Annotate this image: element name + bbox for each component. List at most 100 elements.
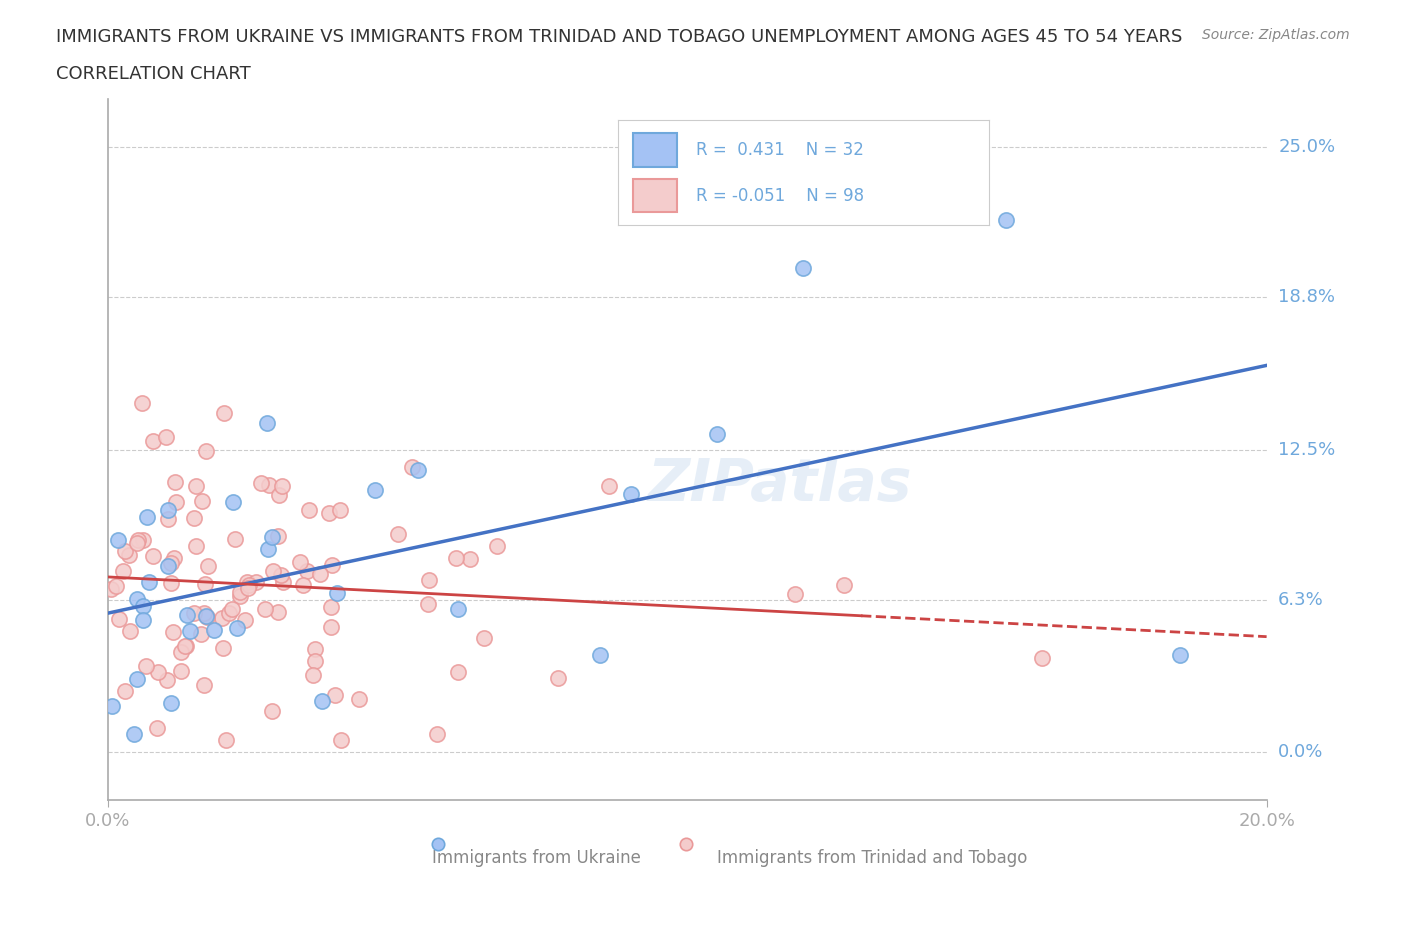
Point — [256, 541, 278, 556]
Point — [321, 599, 343, 614]
Point — [186, 538, 208, 553]
Point — [364, 483, 387, 498]
Point — [127, 533, 149, 548]
Point — [323, 687, 346, 702]
Point — [267, 528, 290, 543]
Point — [193, 678, 215, 693]
Point — [142, 433, 165, 448]
Point — [176, 607, 198, 622]
Point — [321, 558, 343, 573]
Point — [160, 696, 183, 711]
Point — [474, 631, 496, 645]
Point — [267, 604, 290, 619]
Point — [162, 625, 184, 640]
Point — [1031, 650, 1053, 665]
Point — [118, 548, 141, 563]
Point — [446, 602, 468, 617]
Point — [211, 641, 233, 656]
Point — [160, 576, 183, 591]
Point — [994, 212, 1017, 227]
Point — [186, 479, 208, 494]
Point — [311, 693, 333, 708]
Point — [256, 416, 278, 431]
Point — [1168, 648, 1191, 663]
Point — [250, 475, 273, 490]
Point — [706, 427, 728, 442]
Point — [107, 533, 129, 548]
Point — [212, 405, 235, 420]
Point — [301, 668, 323, 683]
Point — [226, 620, 249, 635]
Point — [458, 551, 481, 566]
Point — [229, 584, 252, 599]
Point — [236, 575, 259, 590]
Text: Source: ZipAtlas.com: Source: ZipAtlas.com — [1202, 28, 1350, 42]
Point — [194, 444, 217, 458]
Point — [100, 582, 122, 597]
Point — [270, 478, 292, 493]
Point — [100, 699, 122, 714]
Point — [114, 684, 136, 698]
Point — [309, 566, 332, 581]
Point — [132, 533, 155, 548]
Point — [292, 578, 315, 592]
Text: Immigrants from Ukraine: Immigrants from Ukraine — [432, 849, 641, 868]
Point — [112, 564, 135, 578]
Point — [792, 260, 814, 275]
Point — [138, 575, 160, 590]
Point — [157, 512, 180, 526]
Point — [271, 575, 294, 590]
Point — [183, 605, 205, 620]
Point — [224, 531, 246, 546]
Point — [195, 610, 218, 625]
Point — [107, 611, 129, 626]
Point — [245, 575, 267, 590]
Point — [179, 623, 201, 638]
Point — [160, 555, 183, 570]
Point — [229, 589, 252, 604]
Point — [486, 538, 509, 553]
Point — [257, 477, 280, 492]
Point — [211, 610, 233, 625]
Point — [125, 536, 148, 551]
Point — [104, 578, 127, 593]
Point — [127, 671, 149, 686]
Point — [444, 551, 467, 565]
Text: 0.0%: 0.0% — [1278, 743, 1323, 761]
Point — [202, 623, 225, 638]
Text: ZIPatlas: ZIPatlas — [648, 456, 912, 513]
Point — [418, 573, 440, 588]
Point — [218, 605, 240, 620]
Point — [134, 658, 156, 673]
Point — [114, 544, 136, 559]
Point — [304, 642, 326, 657]
Point — [834, 578, 856, 593]
Point — [146, 664, 169, 679]
Point — [401, 459, 423, 474]
Point — [131, 396, 153, 411]
Point — [270, 567, 292, 582]
Point — [547, 671, 569, 685]
Point — [319, 619, 342, 634]
Point — [142, 548, 165, 563]
Text: 25.0%: 25.0% — [1278, 138, 1336, 156]
Point — [238, 577, 260, 591]
Point — [183, 511, 205, 525]
Point — [253, 601, 276, 616]
Point — [418, 597, 440, 612]
Point — [127, 591, 149, 606]
Point — [262, 564, 284, 578]
Point — [174, 639, 197, 654]
Text: 18.8%: 18.8% — [1278, 288, 1336, 306]
Point — [195, 608, 218, 623]
Point — [191, 494, 214, 509]
Point — [155, 430, 177, 445]
Point — [157, 558, 180, 573]
Point — [155, 672, 177, 687]
Point — [190, 627, 212, 642]
Point — [165, 495, 187, 510]
Point — [598, 479, 620, 494]
Point — [120, 624, 142, 639]
Point — [589, 648, 612, 663]
Point — [620, 486, 643, 501]
